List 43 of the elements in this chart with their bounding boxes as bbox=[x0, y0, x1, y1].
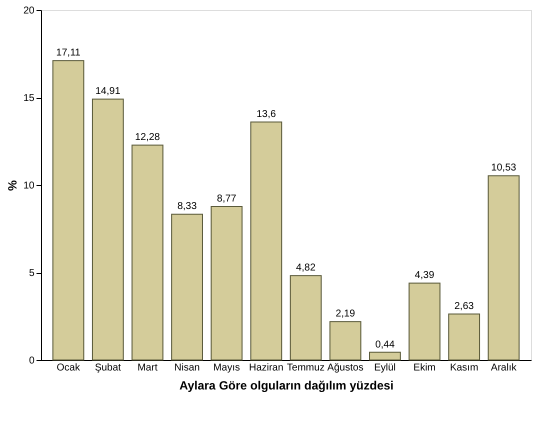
x-tick-label: Ekim bbox=[413, 362, 436, 374]
y-axis-title: % bbox=[5, 180, 20, 191]
data-label: 2,63 bbox=[454, 300, 474, 312]
bar bbox=[210, 206, 243, 360]
data-label: 4,82 bbox=[296, 262, 316, 274]
bar bbox=[448, 313, 480, 360]
x-axis-title: Aylara Göre olguların dağılım yüzdesi bbox=[179, 378, 394, 392]
bar bbox=[92, 98, 124, 360]
x-tick-label: Nisan bbox=[174, 362, 200, 374]
x-tick-label: Mart bbox=[137, 362, 158, 374]
data-label: 0,44 bbox=[375, 339, 396, 350]
x-tick-label: Temmuz bbox=[286, 362, 325, 374]
data-label: 12,28 bbox=[134, 132, 160, 144]
x-tick-label: Kasım bbox=[450, 362, 478, 374]
bar bbox=[408, 282, 440, 360]
bar bbox=[329, 321, 362, 360]
bar bbox=[488, 175, 520, 360]
bar bbox=[132, 144, 164, 360]
bar bbox=[250, 122, 282, 360]
x-tick-label: Aralık bbox=[490, 362, 518, 374]
bar bbox=[369, 352, 401, 360]
y-tick-label: 15 bbox=[23, 93, 35, 104]
y-tick-label: 10 bbox=[23, 180, 35, 192]
bar bbox=[52, 60, 84, 360]
data-label: 8,33 bbox=[177, 201, 198, 212]
x-tick-label: Mayıs bbox=[213, 362, 240, 374]
data-label: 2,19 bbox=[336, 308, 356, 320]
data-label: 4,39 bbox=[414, 270, 435, 282]
y-tick-label: 5 bbox=[28, 268, 35, 279]
y-tick-label: 20 bbox=[23, 6, 35, 16]
data-label: 17,11 bbox=[56, 48, 81, 59]
data-label: 10,53 bbox=[491, 162, 517, 174]
x-tick-label: Ocak bbox=[56, 362, 81, 374]
data-label: 14,91 bbox=[95, 86, 121, 98]
data-label: 13,6 bbox=[256, 109, 276, 120]
bar bbox=[290, 275, 322, 360]
x-tick-label: Haziran bbox=[248, 362, 284, 374]
x-tick-label: Şubat bbox=[94, 362, 122, 374]
data-label: 8,77 bbox=[216, 194, 237, 205]
x-tick-label: Ağustos bbox=[327, 362, 364, 374]
y-tick-label: 0 bbox=[28, 356, 35, 366]
bar bbox=[171, 214, 203, 360]
x-tick-label: Eylül bbox=[374, 362, 396, 374]
